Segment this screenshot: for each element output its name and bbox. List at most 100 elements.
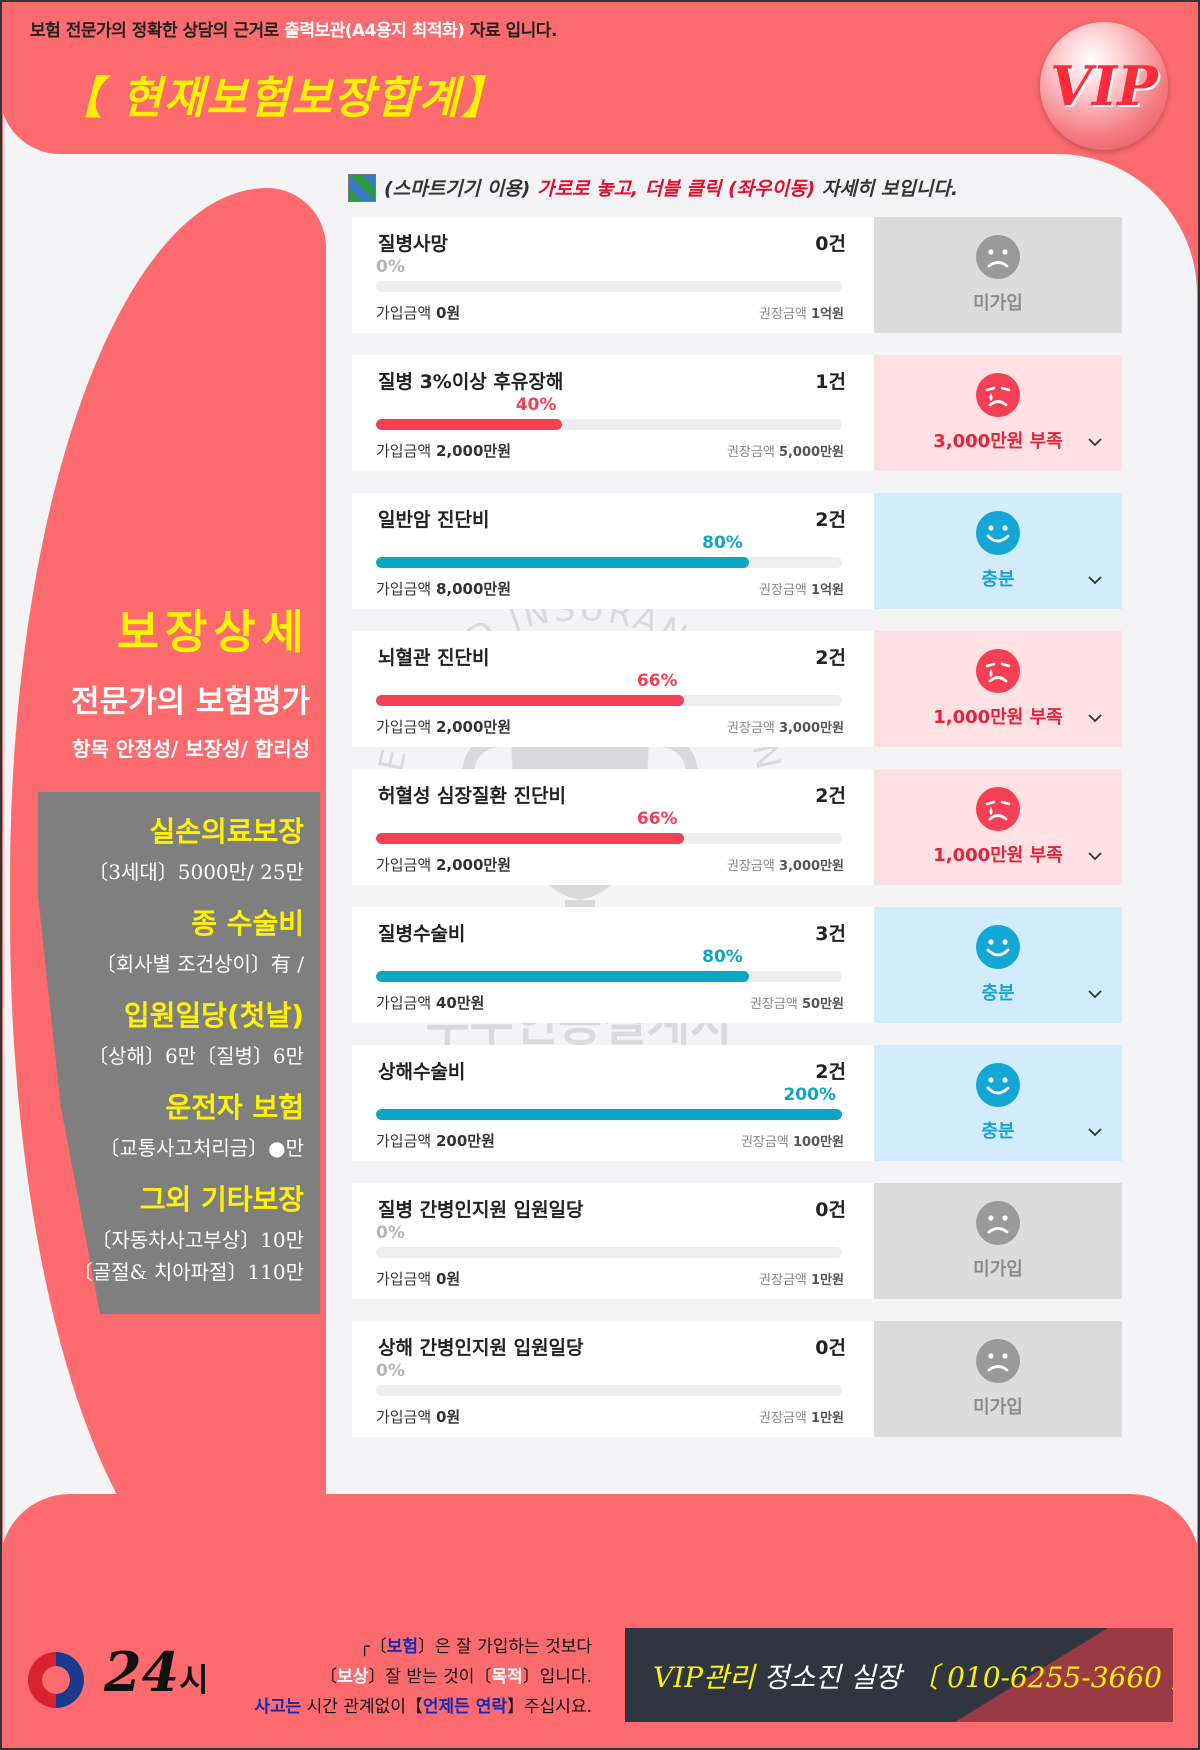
coverage-name: 상해수술비	[378, 1061, 466, 1083]
summary-item-title: 실손의료보장	[149, 815, 304, 848]
status-label: 미가입	[973, 1397, 1023, 1418]
summary-item-detail: 〔회사별 조건상이〕有 /	[95, 952, 304, 976]
chevron-down-icon[interactable]	[1088, 573, 1102, 587]
policy-count: 2건	[815, 1061, 846, 1083]
contact-box[interactable]: VIP관리 정소진 실장 〔 010-6255-3660 〕	[625, 1628, 1173, 1722]
recommended-amount: 권장금액 5,000만원	[726, 445, 844, 460]
coverage-card[interactable]: 질병수술비 3건 80% 가입금액 40만원 권장금액 50만원 충분	[352, 907, 1122, 1023]
coverage-card[interactable]: 일반암 진단비 2건 80% 가입금액 8,000만원 권장금액 1억원 충분	[352, 493, 1122, 609]
coverage-detail-heading: 보장상세	[116, 605, 310, 659]
chevron-down-icon[interactable]	[1088, 1125, 1102, 1139]
coverage-percent: 0%	[376, 257, 405, 277]
coverage-card[interactable]: 허혈성 심장질환 진단비 2건 66% 가입금액 2,000만원 권장금액 3,000만…	[352, 769, 1122, 885]
header-band	[0, 26, 1200, 154]
hours-badge: 24시	[104, 1640, 209, 1704]
coverage-summary-item: 종 수술비 〔회사별 조건상이〕有 /	[24, 902, 304, 977]
policy-count: 3건	[815, 923, 846, 945]
status-label: 1,000만원 부족	[933, 707, 1063, 728]
coverage-info: 뇌혈관 진단비 2건 66% 가입금액 2,000만원 권장금액 3,000만원	[352, 631, 874, 747]
coverage-status[interactable]: 3,000만원 부족	[874, 355, 1122, 471]
chevron-down-icon[interactable]	[1088, 987, 1102, 1001]
coverage-info: 허혈성 심장질환 진단비 2건 66% 가입금액 2,000만원 권장금액 3,000만…	[352, 769, 874, 885]
enrolled-amount: 가입금액 0원	[376, 1270, 461, 1288]
smart-device-icon	[348, 174, 376, 202]
smart-device-hint: (스마트기기 이용) 가로로 놓고, 더블 클릭 (좌우이동) 자세히 보입니다…	[348, 174, 958, 202]
summary-item-detail: 〔자동차사고부상〕10만	[91, 1228, 304, 1252]
enrolled-amount: 가입금액 0원	[376, 304, 461, 322]
policy-count: 0건	[815, 233, 846, 255]
smile-face-icon	[976, 1063, 1020, 1107]
enrolled-amount: 가입금액 2,000만원	[376, 718, 512, 736]
policy-count: 2건	[815, 785, 846, 807]
coverage-percent: 40%	[515, 395, 557, 415]
recommended-amount: 권장금액 100만원	[740, 1135, 844, 1150]
coverage-card: 상해 간병인지원 입원일당 0건 0% 가입금액 0원 권장금액 1만원 미가입	[352, 1321, 1122, 1437]
coverage-progress-track	[376, 557, 842, 568]
sad-face-icon	[976, 1201, 1020, 1245]
enrolled-amount: 가입금액 40만원	[376, 994, 485, 1012]
coverage-progress-track	[376, 281, 842, 292]
sad-face-icon	[976, 1339, 1020, 1383]
coverage-card[interactable]: 상해수술비 2건 200% 가입금액 200만원 권장금액 100만원 충분	[352, 1045, 1122, 1161]
coverage-progress-track	[376, 695, 842, 706]
summary-item-title: 그외 기타보장	[139, 1183, 304, 1216]
coverage-status[interactable]: 충분	[874, 1045, 1122, 1161]
summary-item-detail: 〔교통사고처리금〕●만	[99, 1136, 304, 1160]
crying-face-icon	[976, 373, 1020, 417]
status-label: 충분	[981, 1121, 1015, 1142]
coverage-name: 질병수술비	[378, 923, 466, 945]
left-heading: 보장상세 전문가의 보험평가 항목 안정성/ 보장성/ 합리성	[40, 596, 310, 762]
coverage-progress-track	[376, 833, 842, 844]
enrolled-amount: 가입금액 8,000만원	[376, 580, 512, 598]
coverage-status[interactable]: 1,000만원 부족	[874, 769, 1122, 885]
enrolled-amount: 가입금액 0원	[376, 1408, 461, 1426]
chevron-down-icon[interactable]	[1088, 435, 1102, 449]
enrolled-amount: 가입금액 2,000만원	[376, 856, 512, 874]
coverage-progress-fill	[376, 419, 563, 430]
coverage-status[interactable]: 1,000만원 부족	[874, 631, 1122, 747]
coverage-card[interactable]: 질병 3%이상 후유장해 1건 40% 가입금액 2,000만원 권장금액 5,000만…	[352, 355, 1122, 471]
sad-face-icon	[976, 235, 1020, 279]
coverage-name: 질병 3%이상 후유장해	[378, 371, 564, 393]
taegeuk-logo-icon	[28, 1652, 84, 1708]
coverage-summary-item: 그외 기타보장 〔자동차사고부상〕10만	[24, 1178, 304, 1253]
coverage-info: 상해 간병인지원 입원일당 0건 0% 가입금액 0원 권장금액 1만원	[352, 1321, 874, 1437]
coverage-info: 질병 간병인지원 입원일당 0건 0% 가입금액 0원 권장금액 1만원	[352, 1183, 874, 1299]
recommended-amount: 권장금액 1억원	[759, 583, 844, 598]
policy-count: 2건	[815, 647, 846, 669]
policy-count: 0건	[815, 1199, 846, 1221]
crying-face-icon	[976, 787, 1020, 831]
status-label: 충분	[981, 569, 1015, 590]
recommended-amount: 권장금액 1억원	[759, 307, 844, 322]
coverage-card[interactable]: 뇌혈관 진단비 2건 66% 가입금액 2,000만원 권장금액 3,000만원 1,00…	[352, 631, 1122, 747]
vip-badge: VIP	[1040, 22, 1168, 150]
recommended-amount: 권장금액 3,000만원	[726, 721, 844, 736]
coverage-progress-fill	[376, 695, 684, 706]
summary-item-title: 운전자 보험	[165, 1091, 304, 1124]
smile-face-icon	[976, 925, 1020, 969]
summary-item-title: 입원일당(첫날)	[123, 999, 304, 1032]
recommended-amount: 권장금액 50만원	[750, 997, 844, 1012]
top-notice-highlight: 출력보관(A4용지 최적화)	[284, 21, 465, 41]
coverage-info: 질병 3%이상 후유장해 1건 40% 가입금액 2,000만원 권장금액 5,000만…	[352, 355, 874, 471]
recommended-amount: 권장금액 1만원	[759, 1273, 844, 1288]
coverage-name: 일반암 진단비	[378, 509, 490, 531]
recommended-amount: 권장금액 3,000만원	[726, 859, 844, 874]
coverage-summary-item: 운전자 보험 〔교통사고처리금〕●만	[24, 1086, 304, 1161]
recommended-amount: 권장금액 1만원	[759, 1411, 844, 1426]
coverage-status[interactable]: 충분	[874, 493, 1122, 609]
coverage-status: 미가입	[874, 1321, 1122, 1437]
chevron-down-icon[interactable]	[1088, 711, 1102, 725]
coverage-name: 질병사망	[378, 233, 448, 255]
top-notice: 보험 전문가의 정확한 상담의 근거로 출력보관(A4용지 최적화) 자료 입니…	[30, 21, 557, 41]
summary-item-detail: 〔골절& 치아파절〕110만	[72, 1260, 304, 1284]
status-label: 미가입	[973, 293, 1023, 314]
policy-count: 1건	[815, 371, 846, 393]
coverage-name: 허혈성 심장질환 진단비	[378, 785, 567, 807]
coverage-status[interactable]: 충분	[874, 907, 1122, 1023]
coverage-card: 질병사망 0건 0% 가입금액 0원 권장금액 1억원 미가입	[352, 217, 1122, 333]
contact-phone: 〔 010-6255-3660 〕	[910, 1661, 1173, 1694]
chevron-down-icon[interactable]	[1088, 849, 1102, 863]
coverage-card: 질병 간병인지원 입원일당 0건 0% 가입금액 0원 권장금액 1만원 미가입	[352, 1183, 1122, 1299]
